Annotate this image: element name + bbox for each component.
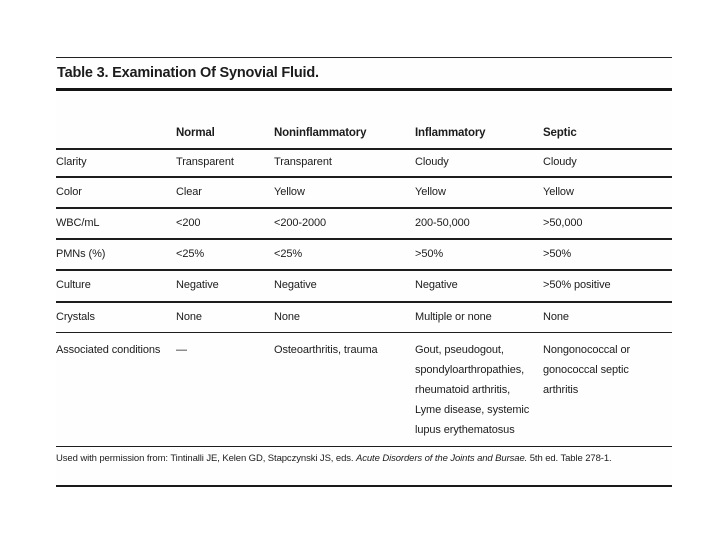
table-row-culture: Culture Negative Negative Negative >50% … [56,271,672,303]
row-label: Associated conditions [56,343,161,356]
cell-value: 200-50,000 [415,216,470,229]
table-title-band: Table 3. Examination Of Synovial Fluid. [56,57,672,91]
scanned-table-image: Table 3. Examination Of Synovial Fluid. … [56,57,672,487]
row-label: Culture [56,279,91,291]
cell-value: Negative [176,279,219,291]
table-row-associated-conditions: Associated conditions — Osteoarthritis, … [56,333,672,447]
table-row-color: Color Clear Yellow Yellow Yellow [56,178,672,209]
cell-value: Negative [274,279,317,291]
cell-value: Cloudy [543,156,577,168]
table-footnote: Used with permission from: Tintinalli JE… [56,447,672,487]
cell-value: >50% positive [543,279,611,291]
cell-value: None [543,310,569,323]
cell-value: Clear [176,185,202,198]
cell-value: Yellow [274,185,305,198]
cell-value: >50% [543,247,572,260]
footnote-suffix: 5th ed. Table 278-1. [527,452,612,464]
cell-value: Cloudy [415,156,449,168]
cell-value: None [274,310,300,323]
cell-value: <200 [176,216,201,229]
footnote-citation-title: Acute Disorders of the Joints and Bursae… [355,452,528,464]
cell-value: <200-2000 [274,216,327,229]
cell-value: Gout, pseudogout, spondyloarthropathies,… [415,343,530,436]
cell-value: Nongonococcal or gonococcal septic arthr… [543,343,631,396]
footnote-prefix: Used with permission from: Tintinalli JE… [56,452,356,464]
cell-value: Multiple or none [415,310,492,323]
row-label: Crystals [56,310,95,323]
cell-value: Yellow [543,185,574,198]
cell-value: None [176,310,202,323]
cell-value: — [176,343,187,356]
cell-value: <25% [274,247,303,260]
table-row-crystals: Crystals None None Multiple or none None [56,303,672,333]
cell-value: Yellow [415,185,446,198]
table-header-row: Normal Noninflammatory Inflammatory Sept… [56,91,672,150]
cell-value: <25% [176,247,205,260]
header-cell-normal: Normal [176,126,215,139]
cell-value: Transparent [274,156,332,168]
table-title: Table 3. Examination Of Synovial Fluid. [57,65,319,81]
cell-value: >50% [415,247,444,260]
row-label: PMNs (%) [56,247,106,260]
row-label: Clarity [56,156,87,168]
cell-value: Negative [415,279,458,291]
header-cell-septic: Septic [543,126,577,139]
cell-value: Transparent [176,156,234,168]
table-row-pmns: PMNs (%) <25% <25% >50% >50% [56,240,672,271]
cell-value: Osteoarthritis, trauma [274,343,378,356]
header-cell-noninflammatory: Noninflammatory [274,126,367,139]
row-label: WBC/mL [56,216,100,229]
table-row-wbc: WBC/mL <200 <200-2000 200-50,000 >50,000 [56,209,672,240]
header-cell-inflammatory: Inflammatory [415,126,486,139]
row-label: Color [56,185,82,198]
table-row-clarity: Clarity Transparent Transparent Cloudy C… [56,150,672,178]
cell-value: >50,000 [543,216,583,229]
